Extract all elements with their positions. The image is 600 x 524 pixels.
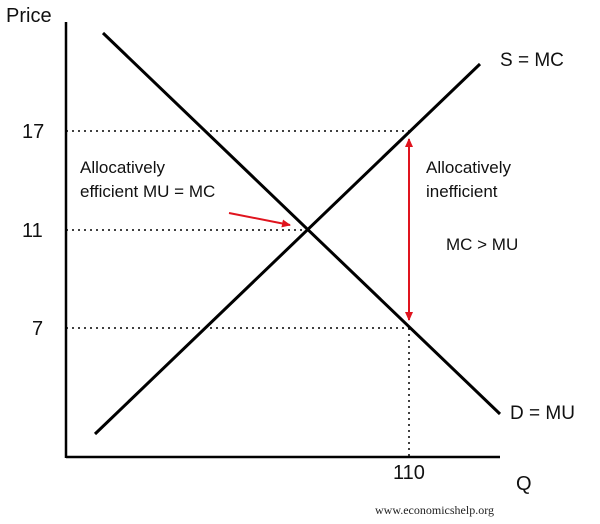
supply-curve-label: S = MC xyxy=(500,50,564,71)
tick-quantity-110: 110 xyxy=(393,462,425,484)
demand-curve-label: D = MU xyxy=(510,403,575,424)
inefficient-label-line1: Allocatively xyxy=(426,158,512,177)
y-axis-label: Price xyxy=(6,5,52,27)
tick-price-17: 17 xyxy=(22,121,44,143)
equilibrium-pointer-arrow xyxy=(228,212,291,228)
supply-curve xyxy=(93,62,482,436)
tick-price-7: 7 xyxy=(32,318,43,340)
source-credit: www.economicshelp.org xyxy=(375,503,494,517)
demand-curve xyxy=(101,31,502,416)
efficient-label-line1: Allocatively xyxy=(80,158,166,177)
mc-greater-mu-label: MC > MU xyxy=(446,235,518,254)
inefficient-label-line2: inefficient xyxy=(426,182,498,201)
x-axis-label: Q xyxy=(516,473,532,495)
efficient-label-line2: efficient MU = MC xyxy=(80,182,215,201)
tick-price-11: 11 xyxy=(22,220,43,242)
